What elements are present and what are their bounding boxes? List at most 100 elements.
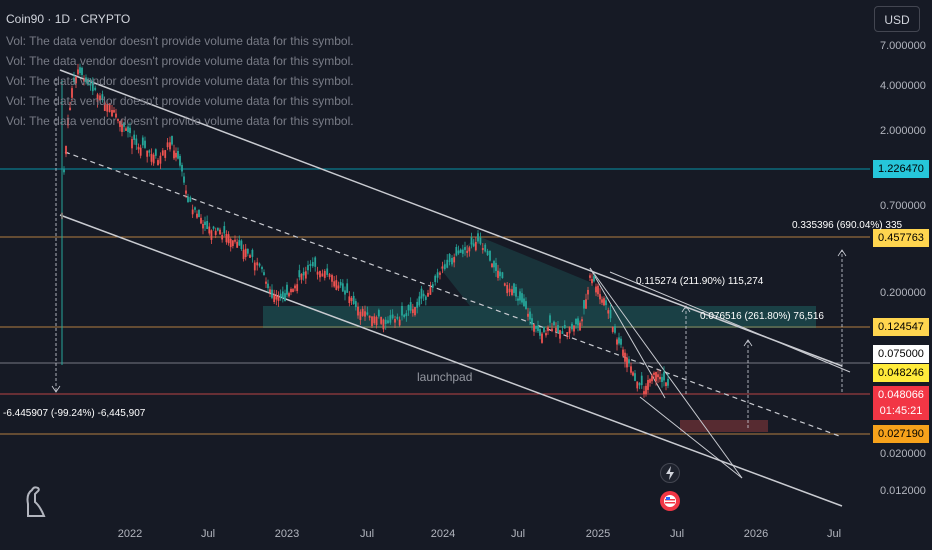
candle-body	[335, 280, 338, 290]
candle-body	[214, 230, 217, 235]
channel-line	[59, 69, 843, 367]
candle-body	[212, 226, 215, 229]
candle-body	[161, 150, 164, 156]
candle-body	[501, 272, 504, 279]
candle-body	[529, 311, 531, 320]
price-badge: 0.027190	[873, 425, 929, 443]
candle-body	[67, 117, 69, 126]
candle-body	[298, 270, 301, 278]
wedge-line	[639, 396, 743, 479]
candle-body	[240, 240, 243, 250]
candle-body	[183, 176, 185, 183]
candle-body	[420, 288, 423, 299]
candle-body	[357, 306, 359, 316]
candle-body	[281, 291, 284, 298]
candle-body	[667, 378, 669, 386]
measure-annotation: 0.335396 (690.04%) 335	[792, 220, 903, 231]
candle-body	[422, 293, 425, 297]
x-tick-label: 2025	[585, 528, 611, 540]
candle-body	[575, 318, 577, 325]
candle-body	[187, 196, 189, 203]
candle-body	[577, 318, 579, 326]
candle-body	[511, 289, 513, 296]
candle-body	[337, 285, 340, 289]
candle-body	[292, 289, 294, 292]
candle-body	[377, 310, 380, 317]
dinosaur-logo-icon	[20, 482, 50, 518]
candle-body	[314, 257, 317, 267]
x-tick-label: 2022	[117, 528, 143, 540]
candle-body	[643, 391, 645, 395]
horizontal-levels	[0, 168, 870, 435]
candle-body	[620, 338, 622, 345]
candle-body	[431, 284, 434, 288]
candle-body	[171, 136, 173, 145]
candle-body	[557, 325, 559, 334]
lightning-icon[interactable]	[660, 463, 680, 483]
currency-button[interactable]: USD	[874, 6, 920, 32]
candle-body	[63, 169, 65, 173]
candle-body	[125, 128, 127, 131]
candle-body	[368, 315, 371, 318]
candle-body	[179, 155, 181, 166]
candle-body	[634, 373, 636, 381]
candle-body	[216, 227, 219, 231]
us-flag-event-icon[interactable]	[660, 491, 680, 511]
candle-body	[141, 137, 144, 146]
candle-body	[129, 127, 131, 134]
price-badge: 0.048246	[873, 364, 929, 382]
candle-body	[251, 249, 254, 257]
candle-body	[561, 331, 564, 335]
price-badge: 1.226470	[873, 160, 929, 178]
candle-body	[384, 319, 387, 324]
candle-body	[382, 319, 385, 330]
candle-body	[497, 270, 499, 278]
candle-body	[396, 316, 399, 319]
candle-body	[453, 257, 456, 263]
candle-body	[113, 110, 115, 113]
candle-body	[597, 285, 599, 295]
measure-annotation: 0.076516 (261.80%) 76,516	[700, 311, 824, 322]
candle-body	[489, 250, 491, 261]
candle-body	[219, 229, 221, 235]
candle-body	[605, 300, 607, 306]
candle-body	[640, 375, 643, 386]
candle-body	[81, 67, 83, 76]
candle-body	[464, 247, 466, 250]
candle-body	[427, 292, 429, 297]
candle-body	[208, 226, 211, 234]
candle-body	[389, 315, 392, 323]
candle-body	[271, 289, 273, 298]
candle-body	[411, 309, 414, 314]
candle-body	[154, 149, 157, 156]
candle-body	[150, 153, 153, 162]
candle-body	[181, 164, 183, 172]
candle-body	[191, 209, 194, 215]
candle-body	[146, 150, 149, 157]
candle-body	[466, 250, 469, 253]
volume-notice: Vol: The data vendor doesn't provide vol…	[6, 34, 354, 48]
candle-body	[519, 291, 521, 301]
candle-body	[663, 371, 665, 381]
candle-body	[65, 145, 67, 155]
candle-body	[535, 325, 537, 329]
candle-body	[79, 67, 81, 74]
candle-body	[665, 382, 667, 387]
candle-body	[461, 249, 464, 254]
candle-body	[527, 313, 529, 317]
x-tick-label: Jul	[826, 528, 842, 540]
candle-body	[573, 325, 575, 332]
candle-body	[571, 323, 573, 330]
candle-body	[506, 284, 509, 294]
candle-body	[468, 247, 471, 252]
candle-body	[523, 298, 525, 307]
candle-body	[553, 321, 555, 326]
candle-body	[350, 297, 353, 302]
red-zone	[680, 420, 768, 432]
launchpad-label: launchpad	[417, 370, 473, 384]
x-tick-label: Jul	[510, 528, 526, 540]
y-tick-label: 2.000000	[880, 125, 926, 137]
candle-body	[333, 281, 336, 287]
y-tick-label: 4.000000	[880, 80, 926, 92]
